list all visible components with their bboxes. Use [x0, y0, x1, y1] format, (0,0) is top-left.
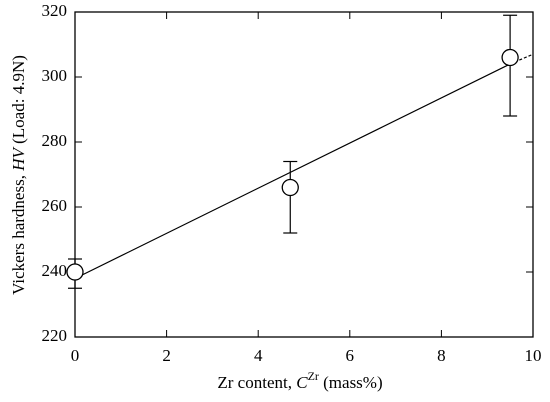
x-tick-label: 10 [525, 346, 542, 365]
y-label-text: Vickers hardness, [9, 171, 28, 295]
x-label-text: Zr content, [217, 373, 296, 392]
y-tick-label: 220 [42, 326, 68, 345]
x-tick-label: 0 [71, 346, 80, 365]
x-label-superscript: Zr [308, 369, 319, 383]
y-tick-label: 300 [42, 66, 68, 85]
x-label-symbol: C [296, 373, 308, 392]
y-tick-label: 260 [42, 196, 68, 215]
fit-line [74, 63, 511, 280]
x-label-unit: (mass%) [319, 373, 383, 392]
data-point [66, 263, 84, 281]
x-tick-label: 2 [162, 346, 171, 365]
y-axis-label: Vickers hardness, HV (Load: 4.9N) [9, 55, 28, 295]
x-tick-label: 4 [254, 346, 263, 365]
plot-frame [74, 11, 534, 338]
fit-extrapolation [509, 53, 534, 65]
x-tick-label: 6 [346, 346, 355, 365]
data-point [281, 178, 299, 197]
y-tick-label: 320 [42, 1, 68, 20]
y-tick-label: 240 [42, 261, 68, 280]
y-tick-label: 280 [42, 131, 68, 150]
data-point [501, 48, 519, 67]
y-label-symbol: HV [9, 146, 28, 172]
x-tick-label: 8 [437, 346, 446, 365]
y-label-unit: (Load: 4.9N) [9, 55, 28, 148]
x-axis-label: Zr content, CZr (mass%) [217, 369, 382, 392]
